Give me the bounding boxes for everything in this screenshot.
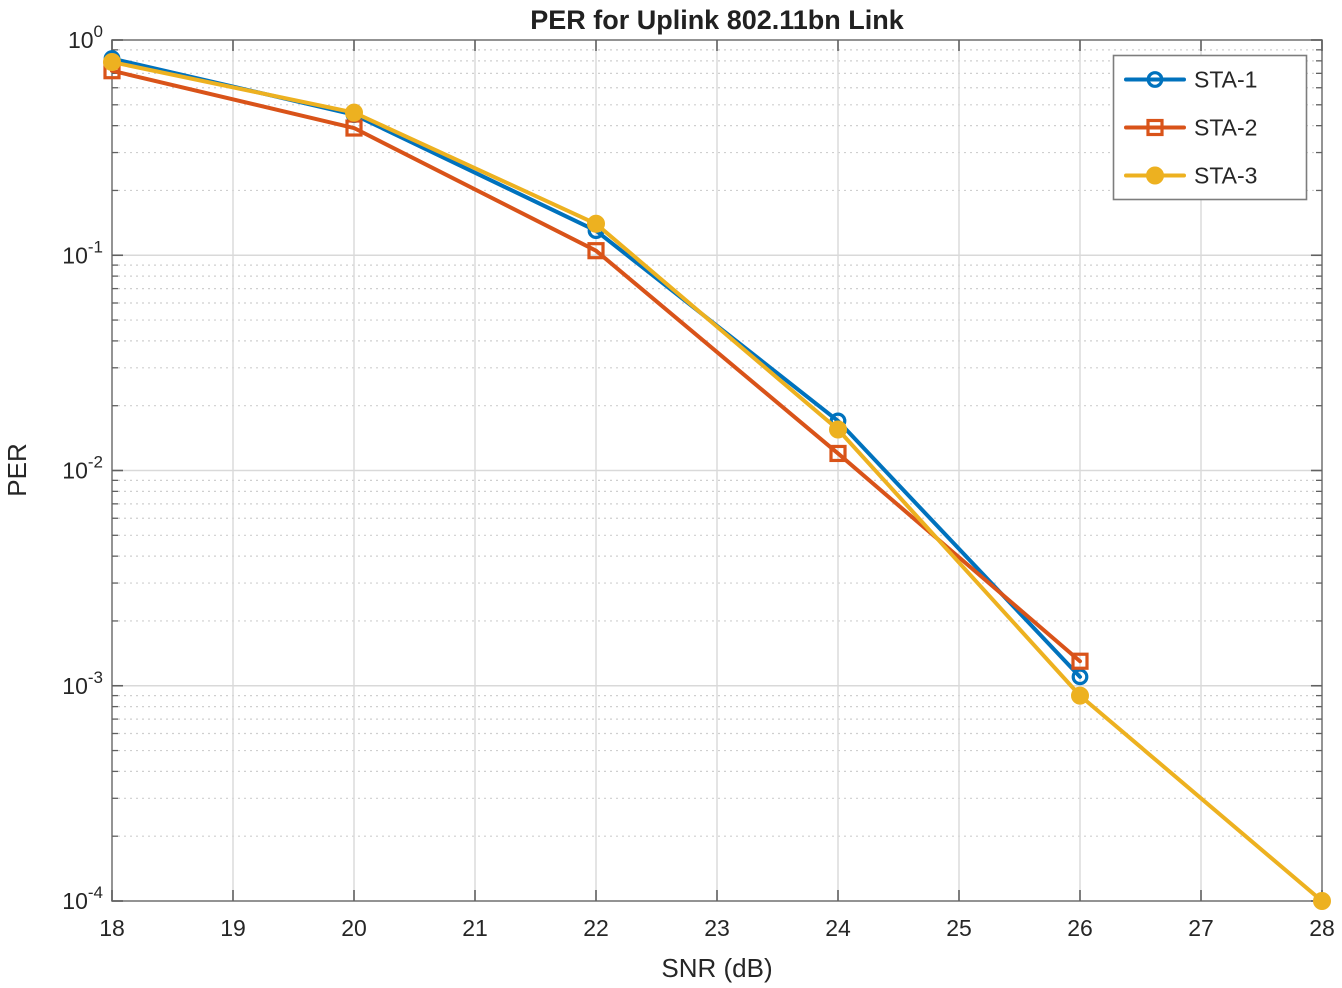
x-tick-label: 19	[220, 915, 246, 941]
marker-square-open	[1146, 118, 1164, 137]
x-tick-label: 23	[704, 915, 730, 941]
marker-square-open	[587, 242, 605, 260]
series-line-STA-3	[110, 60, 1324, 903]
chart-root: 18 19 20 21 22 23 24 25 26 27 28 100 10-1 10-2 10-3 10-…	[62, 22, 1335, 941]
marker-circle-filled	[1071, 686, 1089, 705]
marker-circle-filled	[345, 103, 363, 122]
legend-label-STA-1: STA-1	[1194, 67, 1257, 93]
marker-square-open	[829, 444, 847, 463]
x-tick-label: 28	[1309, 915, 1335, 941]
x-tick-label: 18	[99, 915, 125, 941]
x-tick-label: 27	[1188, 915, 1214, 941]
tick-labels: 18 19 20 21 22 23 24 25 26 27 28 100 10-1 10-2 10-3 10-…	[62, 22, 1335, 941]
series-STA-3	[103, 53, 1331, 910]
series-line-STA-2	[110, 68, 1082, 664]
legend-item-STA-2: STA-2	[1124, 115, 1257, 141]
x-tick-label: 25	[946, 915, 972, 941]
legend-label-STA-3: STA-3	[1194, 163, 1257, 189]
legend-item-STA-1: STA-1	[1124, 67, 1257, 93]
legend-item-STA-3: STA-3	[1124, 163, 1257, 189]
legend: STA-1 STA-2 STA-3	[1112, 54, 1308, 201]
y-tick-label: 10-3	[62, 668, 103, 699]
y-tick-label: 10-4	[62, 883, 103, 914]
legend-label-STA-2: STA-2	[1194, 115, 1257, 141]
x-tick-label: 24	[825, 915, 851, 941]
marker-circle-filled	[1146, 166, 1164, 185]
marker-circle-open	[1071, 668, 1089, 686]
x-tick-label: 22	[583, 915, 609, 941]
marker-circle-filled	[1313, 892, 1331, 910]
y-tick-label: 10-2	[62, 453, 103, 484]
y-tick-label: 10-1	[62, 237, 103, 268]
axes-box	[111, 39, 1323, 902]
marker-circle-filled	[103, 53, 121, 72]
chart-title: PER for Uplink 802.11bn Link	[530, 5, 905, 35]
x-axis-label: SNR (dB)	[661, 953, 772, 983]
series-layer	[103, 50, 1331, 910]
marker-square-open	[1071, 652, 1089, 670]
marker-circle-filled	[829, 420, 847, 439]
y-tick-label: 100	[68, 22, 103, 53]
y-axis-label: PER	[2, 443, 32, 496]
x-tick-label: 20	[341, 915, 367, 941]
x-tick-label: 21	[462, 915, 488, 941]
marker-circle-open	[1146, 71, 1164, 88]
marker-circle-filled	[587, 214, 605, 233]
x-tick-label: 26	[1067, 915, 1093, 941]
